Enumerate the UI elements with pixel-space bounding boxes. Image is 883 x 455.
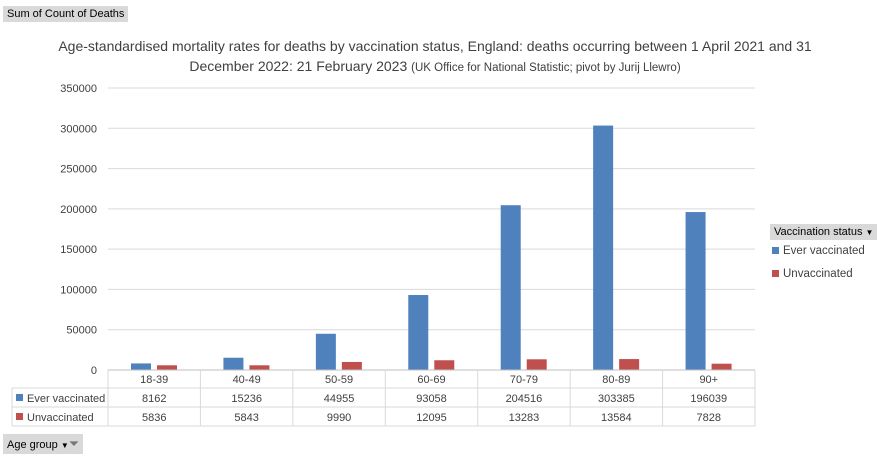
bar-unvaccinated bbox=[249, 365, 270, 370]
x-tick-label: 60-69 bbox=[417, 374, 445, 386]
y-tick-label: 200000 bbox=[60, 204, 97, 216]
data-label: 13283 bbox=[509, 412, 540, 424]
data-label: 12095 bbox=[416, 412, 447, 424]
data-label: 44955 bbox=[324, 393, 355, 405]
data-label: 93058 bbox=[416, 393, 447, 405]
table-legend-swatch bbox=[16, 394, 23, 401]
y-tick-label: 0 bbox=[91, 365, 97, 377]
bar-unvaccinated bbox=[341, 361, 362, 370]
table-series-label: Unvaccinated bbox=[27, 412, 94, 424]
y-tick-label: 300000 bbox=[60, 123, 97, 135]
x-tick-label: 50-59 bbox=[325, 374, 353, 386]
x-tick-label: 18-39 bbox=[140, 374, 168, 386]
x-tick-label: 90+ bbox=[699, 374, 718, 386]
bar-ever-vaccinated bbox=[131, 363, 151, 370]
data-label: 13584 bbox=[601, 412, 632, 424]
legend-filter-button[interactable]: Vaccination status ▼ bbox=[770, 224, 878, 240]
chart-subtitle: (UK Office for National Statistic; pivot… bbox=[411, 62, 681, 74]
bar-unvaccinated bbox=[434, 360, 455, 370]
x-tick-label: 40-49 bbox=[233, 374, 261, 386]
y-tick-label: 50000 bbox=[66, 325, 97, 337]
y-tick-label: 100000 bbox=[60, 284, 97, 296]
legend-swatch bbox=[772, 270, 779, 277]
bar-ever-vaccinated bbox=[685, 212, 706, 370]
bar-ever-vaccinated bbox=[593, 125, 614, 370]
data-label: 196039 bbox=[690, 393, 727, 405]
data-label: 204516 bbox=[506, 393, 543, 405]
data-label: 5836 bbox=[142, 412, 166, 424]
data-label: 15236 bbox=[231, 393, 262, 405]
bar-ever-vaccinated bbox=[408, 295, 429, 370]
legend-item-unvaccinated: Unvaccinated bbox=[772, 268, 853, 280]
bar-ever-vaccinated bbox=[500, 205, 521, 370]
table-series-label: Ever vaccinated bbox=[27, 393, 105, 405]
bar-ever-vaccinated bbox=[223, 357, 244, 370]
data-label: 7828 bbox=[697, 412, 721, 424]
age-group-filter-button[interactable]: Age group ▼⏷ bbox=[3, 434, 84, 454]
x-tick-label: 70-79 bbox=[510, 374, 538, 386]
bar-unvaccinated bbox=[711, 363, 732, 370]
chart-title: Age-standardised mortality rates for dea… bbox=[58, 38, 812, 74]
data-label: 8162 bbox=[142, 393, 166, 405]
table-legend-swatch bbox=[16, 413, 23, 420]
y-tick-label: 150000 bbox=[60, 244, 97, 256]
bar-ever-vaccinated bbox=[315, 333, 336, 370]
bar-unvaccinated bbox=[526, 359, 547, 370]
data-label: 303385 bbox=[598, 393, 635, 405]
dropdown-arrow-icon: ▼ bbox=[865, 228, 874, 237]
dropdown-arrow-icon: ▼ bbox=[60, 441, 69, 450]
legend-swatch bbox=[772, 247, 779, 254]
legend-item-ever-vaccinated: Ever vaccinated bbox=[772, 245, 865, 257]
y-tick-label: 350000 bbox=[60, 83, 97, 95]
bar-unvaccinated bbox=[619, 359, 640, 370]
bar-unvaccinated bbox=[157, 365, 177, 370]
field-button-sum-of-deaths[interactable]: Sum of Count of Deaths bbox=[3, 6, 129, 22]
x-tick-label: 80-89 bbox=[602, 374, 630, 386]
y-tick-label: 250000 bbox=[60, 164, 97, 176]
data-label: 5843 bbox=[234, 412, 258, 424]
filter-icon: ⏷ bbox=[68, 436, 80, 451]
data-label: 9990 bbox=[327, 412, 351, 424]
